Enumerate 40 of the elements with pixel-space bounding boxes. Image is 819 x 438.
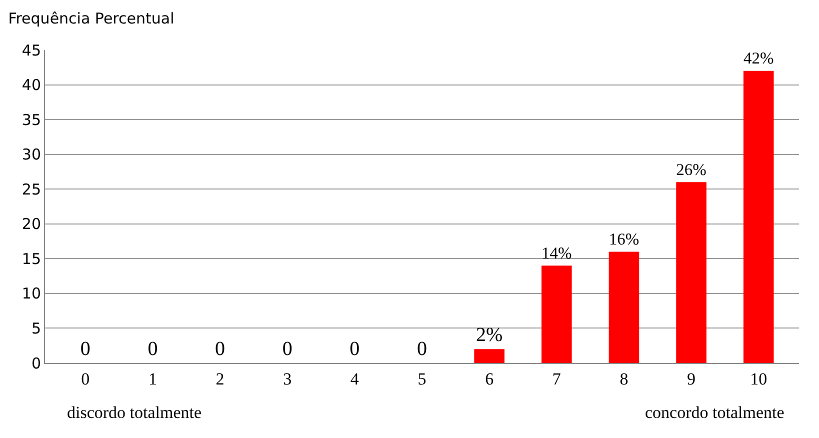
text: discordo totalmente xyxy=(67,403,202,422)
data-label: 0 xyxy=(80,338,90,360)
x-tick-label: 5 xyxy=(418,369,426,388)
bar xyxy=(608,252,640,363)
y-tick-label: 0 xyxy=(31,354,41,372)
data-label: 16% xyxy=(608,230,640,249)
bar xyxy=(542,266,572,363)
y-tick-label: 30 xyxy=(22,146,41,164)
bar xyxy=(676,182,706,363)
x-tick-label: 9 xyxy=(687,369,696,388)
x-tick-label: 0 xyxy=(81,369,90,388)
bar xyxy=(474,349,504,363)
data-label: 0 xyxy=(350,338,360,360)
x-tick-label: 4 xyxy=(350,369,360,388)
x-tick-label: 3 xyxy=(283,369,292,388)
data-label: 2% xyxy=(476,324,503,346)
x-tick-label: 7 xyxy=(552,369,562,388)
data-label: 26% xyxy=(676,160,707,180)
text: concordo totalmente xyxy=(645,403,784,422)
x-tick-label: 8 xyxy=(620,369,628,388)
y-tick-label: 15 xyxy=(22,250,41,268)
data-label: 0 xyxy=(215,338,226,360)
data-label: 0 xyxy=(148,338,158,360)
y-tick-label: 35 xyxy=(22,110,41,129)
data-label: 14% xyxy=(542,243,572,262)
y-tick-label: 20 xyxy=(22,215,41,234)
bar xyxy=(743,70,774,363)
x-tick-label: 1 xyxy=(148,369,157,388)
data-label: 42% xyxy=(743,48,774,68)
data-label: 0 xyxy=(417,338,427,360)
y-tick-label: 5 xyxy=(31,319,41,338)
x-tick-label: 2 xyxy=(216,369,224,388)
y-tick-label: 40 xyxy=(22,76,41,94)
x-tick-label: 10 xyxy=(750,369,768,388)
x-tick-label: 6 xyxy=(485,369,494,388)
chart-title: Frequência Percentual xyxy=(8,10,174,28)
data-label: 0 xyxy=(282,338,292,360)
y-tick-label: 25 xyxy=(22,180,41,198)
y-tick-label: 45 xyxy=(22,41,41,60)
y-tick-label: 10 xyxy=(22,284,41,303)
